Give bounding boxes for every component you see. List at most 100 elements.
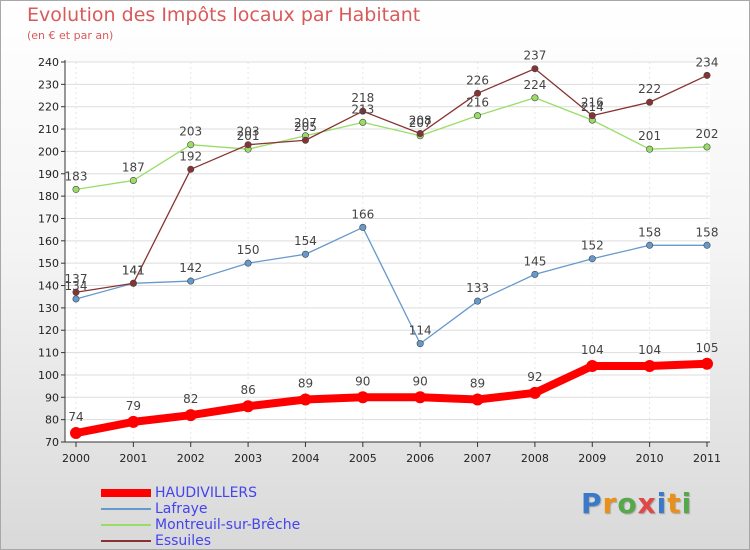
- x-tick-label: 2000: [62, 452, 90, 465]
- x-tick-label: 2007: [464, 452, 492, 465]
- data-label: 90: [355, 374, 370, 388]
- y-tick-label: 120: [38, 324, 59, 337]
- data-label: 201: [237, 129, 260, 143]
- data-point: [646, 241, 654, 249]
- data-point: [129, 279, 137, 287]
- data-point: [72, 288, 80, 296]
- legend-item: Montreuil-sur-Brêche: [101, 517, 361, 533]
- data-label: 145: [523, 254, 546, 268]
- y-tick-label: 200: [38, 145, 59, 158]
- y-tick-label: 220: [38, 101, 59, 114]
- data-point: [242, 400, 255, 413]
- data-point: [356, 391, 369, 404]
- y-tick-label: 190: [38, 168, 59, 181]
- data-label: 104: [638, 343, 661, 357]
- data-label: 214: [581, 100, 604, 114]
- x-tick-label: 2008: [521, 452, 549, 465]
- data-label: 183: [65, 169, 88, 183]
- data-label: 133: [466, 281, 489, 295]
- x-tick-label: 2004: [291, 452, 319, 465]
- y-tick-label: 140: [38, 280, 59, 293]
- data-label: 134: [65, 279, 88, 293]
- series-line-essuiles: [75, 68, 708, 293]
- data-label: 234: [696, 55, 719, 69]
- data-point: [528, 386, 541, 399]
- x-tick-label: 2003: [234, 452, 262, 465]
- data-point: [703, 71, 711, 79]
- data-label: 79: [126, 399, 141, 413]
- data-label: 82: [183, 392, 198, 406]
- data-label: 203: [179, 125, 202, 139]
- data-point: [588, 255, 596, 263]
- data-point: [359, 118, 367, 126]
- data-label: 216: [466, 96, 489, 110]
- data-point: [646, 145, 654, 153]
- data-point: [184, 409, 197, 422]
- series-lines: [70, 65, 713, 440]
- legend-swatch: [101, 489, 151, 497]
- legend-label: Lafraye: [155, 501, 208, 517]
- data-label: 216: [581, 96, 604, 110]
- data-point: [643, 360, 656, 372]
- y-tick-label: 150: [38, 257, 59, 270]
- proxiti-logo: Proxiti: [581, 487, 693, 520]
- data-label: 166: [351, 207, 374, 221]
- legend-label: Essuiles: [155, 533, 211, 549]
- legend: HAUDIVILLERS Lafraye Montreuil-sur-Brêche E…: [101, 485, 361, 549]
- legend-swatch: [101, 540, 151, 542]
- legend-item: HAUDIVILLERS: [101, 485, 361, 501]
- data-point: [244, 259, 252, 267]
- data-label: 137: [65, 272, 88, 286]
- data-label: 226: [466, 73, 489, 87]
- chart-subtitle: (en € et par an): [27, 29, 114, 42]
- legend-item: Essuiles: [101, 533, 361, 549]
- data-point: [703, 241, 711, 249]
- x-tick-label: 2009: [578, 452, 606, 465]
- data-label: 207: [294, 116, 317, 130]
- data-point: [586, 360, 599, 372]
- legend-label: HAUDIVILLERS: [155, 485, 258, 501]
- data-point: [703, 143, 711, 151]
- data-label: 203: [237, 125, 260, 139]
- y-tick-label: 90: [45, 391, 59, 404]
- data-label: 208: [409, 114, 432, 128]
- data-point: [187, 141, 195, 149]
- data-point: [474, 297, 482, 305]
- data-point: [531, 94, 539, 102]
- data-label: 205: [294, 120, 317, 134]
- data-point: [187, 165, 195, 173]
- x-tick-label: 2011: [693, 452, 721, 465]
- series-line-lafraye: [75, 226, 708, 345]
- series-line-montreuil-sur-br-che: [75, 97, 708, 191]
- data-point: [127, 415, 140, 428]
- data-point: [301, 250, 309, 258]
- data-label: 74: [68, 410, 83, 424]
- axes: 7080901001101201301401501601701801902002…: [38, 56, 721, 465]
- data-point: [416, 340, 424, 348]
- data-label: 114: [409, 324, 432, 338]
- data-label: 141: [122, 263, 145, 277]
- data-label: 141: [122, 263, 145, 277]
- data-point: [414, 391, 427, 404]
- data-label: 90: [413, 374, 428, 388]
- y-tick-label: 170: [38, 212, 59, 225]
- data-point: [301, 136, 309, 144]
- data-point: [474, 89, 482, 97]
- x-tick-label: 2006: [406, 452, 434, 465]
- x-tick-label: 2002: [177, 452, 205, 465]
- y-tick-label: 80: [45, 414, 59, 427]
- data-point: [416, 130, 424, 138]
- data-label: 142: [179, 261, 202, 275]
- data-label: 222: [638, 82, 661, 96]
- data-point: [474, 112, 482, 120]
- data-label: 218: [351, 91, 374, 105]
- legend-item: Lafraye: [101, 501, 361, 517]
- y-tick-label: 160: [38, 235, 59, 248]
- data-label: 154: [294, 234, 317, 248]
- data-point: [72, 295, 80, 303]
- data-point: [70, 427, 82, 440]
- x-tick-label: 2001: [119, 452, 147, 465]
- data-point: [299, 393, 312, 406]
